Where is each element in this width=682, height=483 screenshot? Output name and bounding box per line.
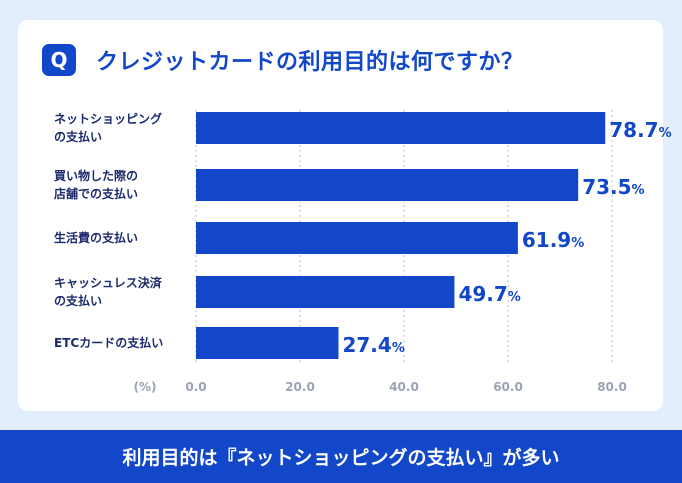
data-label: 49.7% xyxy=(458,282,520,306)
bar xyxy=(196,327,339,359)
conclusion-banner: 利用目的は『ネットショッピングの支払い』が多い xyxy=(0,430,682,483)
x-tick-label: 60.0 xyxy=(493,380,523,394)
chart-card xyxy=(18,20,663,411)
data-label: 78.7% xyxy=(609,118,671,142)
bar xyxy=(196,222,518,254)
x-tick-label: 40.0 xyxy=(389,380,419,394)
category-label: 買い物した際の 店舗での支払い xyxy=(54,169,139,201)
data-label: 27.4% xyxy=(342,333,404,357)
category-label: 生活費の支払い xyxy=(54,231,139,245)
x-axis-unit-label: (%) xyxy=(134,380,157,394)
bar xyxy=(196,112,606,144)
question-title: クレジットカードの利用目的は何ですか？ xyxy=(96,50,524,75)
bar xyxy=(196,169,579,201)
question-badge: Q xyxy=(42,44,76,76)
category-label: ネットショッピング の支払い xyxy=(54,112,163,144)
data-label: 61.9% xyxy=(522,228,584,252)
data-label: 73.5% xyxy=(582,175,644,199)
category-label: ETCカードの支払い xyxy=(54,336,164,350)
x-tick-label: 20.0 xyxy=(285,380,315,394)
category-label: キャッシュレス決済 の支払い xyxy=(54,276,162,308)
x-tick-label: 0.0 xyxy=(185,380,206,394)
x-tick-label: 80.0 xyxy=(597,380,627,394)
bar xyxy=(196,276,455,308)
